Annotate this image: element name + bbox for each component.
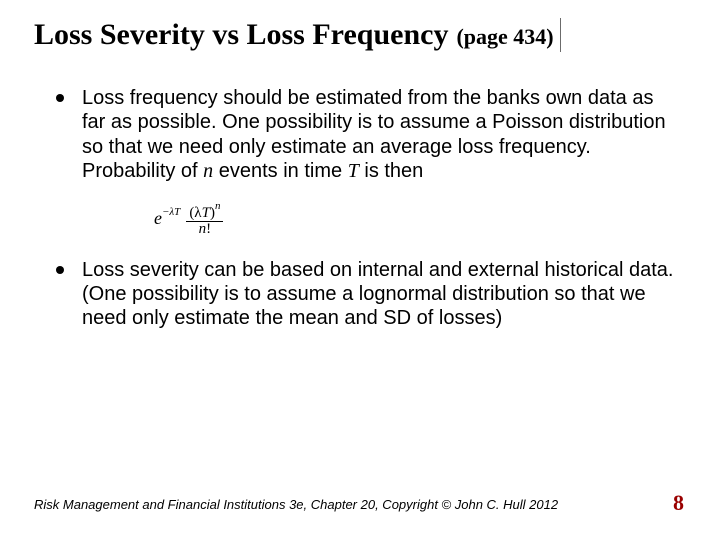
bullet-text: Loss severity can be based on internal a… xyxy=(82,259,673,330)
list-item: Loss severity can be based on internal a… xyxy=(56,258,676,331)
page-reference: (page 434) xyxy=(456,24,553,50)
title-row: Loss Severity vs Loss Frequency (page 43… xyxy=(34,18,561,52)
formula-exponential: e−λT xyxy=(154,208,180,229)
formula-e-exponent: −λT xyxy=(162,206,180,218)
page-number: 8 xyxy=(673,490,684,516)
num-exponent: n xyxy=(215,200,221,212)
formula-numerator: (λT)n xyxy=(186,203,223,222)
math-variable-n: n xyxy=(203,160,213,182)
formula-fraction: (λT)n n! xyxy=(186,203,223,237)
num-var-t: T xyxy=(202,205,210,221)
bullet-text: is then xyxy=(359,160,423,182)
bullet-text: events in time xyxy=(213,160,348,182)
bullet-list: Loss severity can be based on internal a… xyxy=(34,258,686,331)
slide: Loss Severity vs Loss Frequency (page 43… xyxy=(0,0,720,540)
formula-e: e xyxy=(154,208,162,229)
num-paren-open: (λ xyxy=(189,205,201,221)
slide-title: Loss Severity vs Loss Frequency xyxy=(34,18,448,52)
formula-denominator: n! xyxy=(196,222,215,237)
footer-citation: Risk Management and Financial Institutio… xyxy=(34,497,558,512)
bullet-list: Loss frequency should be estimated from … xyxy=(34,86,686,184)
math-variable-t: T xyxy=(348,160,359,182)
list-item: Loss frequency should be estimated from … xyxy=(56,86,676,184)
den-factorial: ! xyxy=(206,221,211,237)
den-var-n: n xyxy=(199,221,207,237)
poisson-formula: e−λT (λT)n n! xyxy=(154,202,686,236)
